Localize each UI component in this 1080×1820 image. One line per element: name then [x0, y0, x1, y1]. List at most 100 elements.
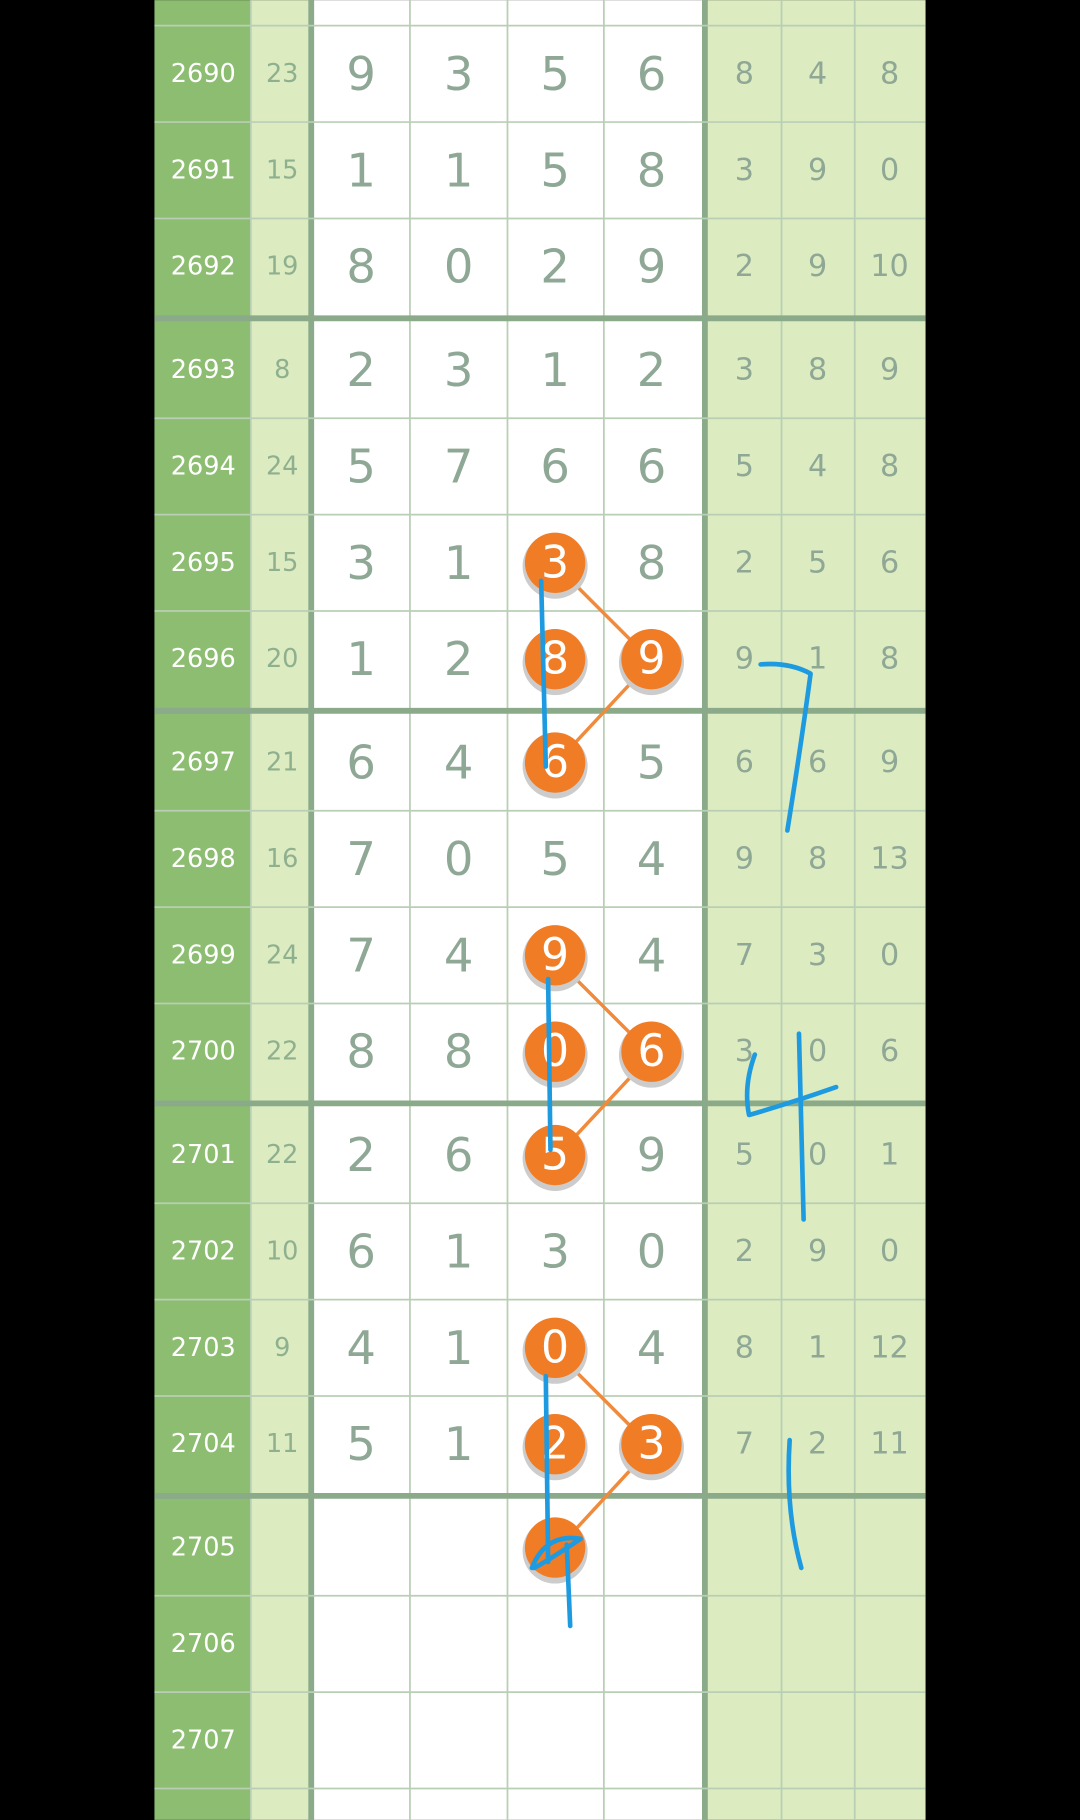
- digit: 7: [444, 439, 474, 493]
- row: 2697 21 6 4 6 5 6 6 9: [171, 732, 899, 799]
- digit: 0: [637, 1224, 667, 1278]
- digit: 1: [444, 1224, 474, 1278]
- row-sum: 19: [266, 252, 299, 282]
- digit: 5: [540, 143, 570, 197]
- digit: 2: [444, 632, 474, 686]
- row-id: 2698: [171, 844, 236, 874]
- row-sum: 24: [266, 451, 299, 481]
- extra-number: 2: [735, 1234, 754, 1269]
- digit: 8: [637, 143, 667, 197]
- extra-number: 8: [808, 353, 827, 388]
- digit: 6: [444, 1128, 474, 1182]
- digit: 1: [444, 143, 474, 197]
- id-column: [154, 0, 251, 1820]
- row: 2693 8 2 3 1 2 3 8 9: [171, 343, 899, 397]
- extra-number: 8: [880, 56, 899, 91]
- highlight-ball: [524, 1414, 586, 1475]
- digit: 0: [541, 1322, 569, 1373]
- extra-number: 6: [808, 745, 827, 780]
- row-id: 2693: [171, 355, 236, 385]
- extra-number: 6: [880, 545, 899, 580]
- digit: 8: [444, 1025, 474, 1079]
- digit: 1: [444, 1417, 474, 1471]
- extra-number: 0: [880, 1234, 899, 1269]
- row-sum: 8: [274, 355, 290, 385]
- extra-number: 8: [808, 841, 827, 876]
- extra-number: 2: [735, 249, 754, 284]
- digit: 0: [444, 240, 474, 294]
- extra-number: 4: [808, 56, 827, 91]
- extra-number: 7: [735, 1427, 754, 1462]
- digit: 1: [346, 143, 376, 197]
- digit: 2: [637, 343, 667, 397]
- extra-number: 3: [735, 1034, 754, 1069]
- digit: 6: [346, 1224, 376, 1278]
- extra-number: 13: [870, 841, 908, 876]
- row-id: 2704: [171, 1429, 236, 1459]
- extra-number: 9: [808, 153, 827, 188]
- row: 2700 22 8 8 0 6 3 0 6: [171, 1021, 899, 1088]
- digit: 6: [540, 439, 570, 493]
- extra-number: 3: [808, 938, 827, 973]
- digit-area: [313, 0, 705, 1820]
- extra-number: 12: [870, 1330, 908, 1365]
- digit: 6: [637, 1026, 665, 1077]
- highlight-ball: [524, 1317, 586, 1378]
- digit: 1: [346, 632, 376, 686]
- row-id: 2695: [171, 548, 236, 578]
- row: 2704 11 5 1 2 3 7 2 11: [171, 1414, 909, 1481]
- extra-number: 1: [808, 642, 827, 677]
- extra-number: 0: [880, 938, 899, 973]
- row-sum: 21: [266, 748, 299, 778]
- highlight-ball: [524, 732, 586, 793]
- extra-number: 6: [735, 745, 754, 780]
- extra-number: 8: [735, 1330, 754, 1365]
- row-id: 2694: [171, 451, 236, 481]
- row-sum: 15: [266, 155, 299, 185]
- sum-column: [250, 0, 314, 1820]
- row-sum: 9: [274, 1333, 290, 1363]
- digit: 9: [637, 240, 667, 294]
- digit: 9: [346, 47, 376, 101]
- digit: 0: [444, 832, 474, 886]
- grid: [154, 0, 926, 1820]
- row: 2696 20 1 2 8 9 9 1 8: [171, 628, 899, 696]
- digit: 9: [637, 1128, 667, 1182]
- extra-number: 8: [880, 642, 899, 677]
- digit: 4: [637, 1321, 667, 1375]
- extra-number: 5: [735, 449, 754, 484]
- digit: 5: [540, 47, 570, 101]
- digit: 3: [444, 343, 474, 397]
- row-sum: 20: [266, 644, 299, 674]
- extra-number: 2: [808, 1427, 827, 1462]
- extra-number: 0: [808, 1034, 827, 1069]
- digit: 4: [637, 832, 667, 886]
- row: 2706: [171, 1629, 236, 1659]
- digit: 5: [637, 736, 667, 790]
- row: 2703 9 4 1 0 4 8 1 12: [171, 1317, 909, 1384]
- extra-number: 8: [735, 56, 754, 91]
- extra-number: 5: [808, 545, 827, 580]
- row-id: 2690: [171, 59, 236, 89]
- digit: 3: [540, 1224, 570, 1278]
- row: 2702 10 6 1 3 0 2 9 0: [171, 1224, 899, 1278]
- extra-number: 9: [880, 745, 899, 780]
- highlight-ball: [524, 628, 586, 690]
- extra-number: 8: [880, 449, 899, 484]
- row-id: 2692: [171, 252, 236, 282]
- row-sum: 10: [266, 1236, 299, 1266]
- row-id: 2700: [171, 1037, 236, 1067]
- extra-number: 4: [808, 449, 827, 484]
- digit: 5: [541, 1130, 569, 1181]
- digit: 8: [637, 536, 667, 590]
- row: 2701 22 2 6 5 9 5 0 1: [171, 1124, 899, 1192]
- digit: 2: [346, 1128, 376, 1182]
- digit: 6: [346, 736, 376, 790]
- hand-drawing: [529, 578, 839, 1629]
- row: 2692 19 8 0 2 9 2 9 10: [171, 240, 909, 294]
- extra-number: 9: [735, 642, 754, 677]
- row: 2694 24 5 7 6 6 5 4 8: [171, 439, 899, 493]
- row: 2695 15 3 1 3 8 2 5 6: [171, 532, 899, 599]
- digit: 5: [346, 1417, 376, 1471]
